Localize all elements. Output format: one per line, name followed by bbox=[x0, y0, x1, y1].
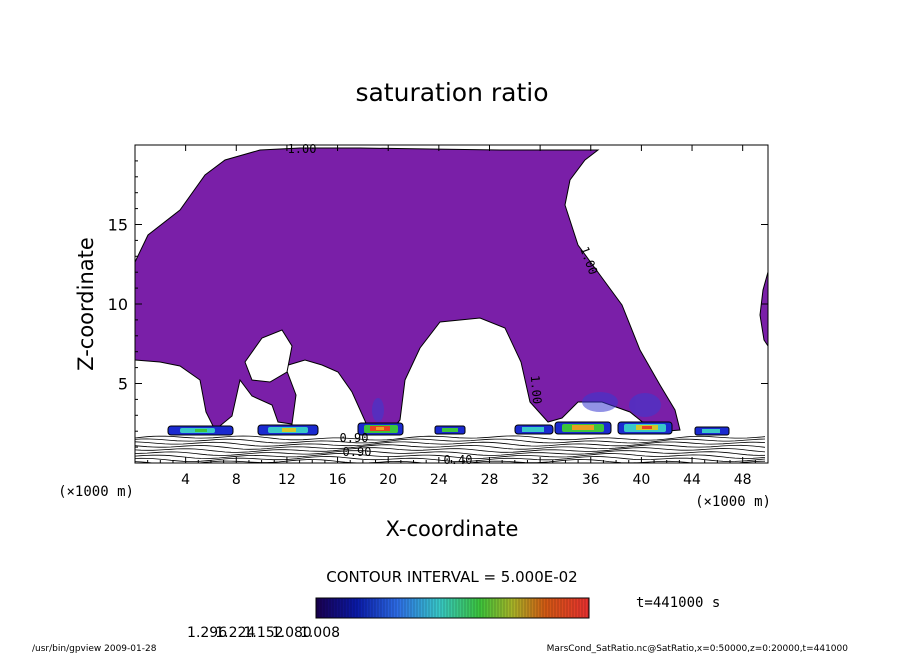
x-tick-label: 12 bbox=[278, 472, 296, 488]
x-axis-title: X-coordinate bbox=[386, 517, 519, 541]
chart-title: saturation ratio bbox=[355, 78, 548, 107]
y-axis-title: Z-coordinate bbox=[74, 237, 98, 371]
contour-line bbox=[135, 447, 766, 453]
contour-label-mid: 1.00 bbox=[528, 375, 544, 405]
x-tick-label: 48 bbox=[734, 472, 752, 488]
colorbar bbox=[315, 597, 590, 619]
contour-line bbox=[135, 450, 766, 456]
x-tick-label: 24 bbox=[430, 472, 448, 488]
contour-interval-label: CONTOUR INTERVAL = 5.000E-02 bbox=[326, 568, 577, 586]
colorbar-stripes bbox=[317, 599, 589, 617]
contour-line bbox=[135, 459, 766, 463]
contour-line bbox=[135, 453, 766, 459]
contour-label-low-2: 0.90 bbox=[343, 445, 372, 459]
x-unit-label: (×1000 m) bbox=[695, 494, 771, 510]
subsaturated-hole bbox=[244, 329, 293, 383]
x-tick-label: 28 bbox=[481, 472, 499, 488]
colorbar-tick-label: 1.152 bbox=[243, 625, 283, 641]
time-label: t=441000 s bbox=[636, 595, 720, 611]
x-tick-label: 40 bbox=[632, 472, 650, 488]
contour-label-top: 1.00 bbox=[288, 142, 317, 156]
contour-line bbox=[135, 441, 766, 447]
contour-line bbox=[135, 435, 766, 441]
x-tick-label: 8 bbox=[232, 472, 241, 488]
blue-shading bbox=[372, 392, 661, 422]
contour-label-low-3: 0.40 bbox=[444, 453, 473, 467]
ground-contours bbox=[135, 435, 766, 463]
y-tick-label: 15 bbox=[108, 216, 128, 235]
contour-line bbox=[135, 438, 766, 444]
plot-area bbox=[135, 145, 768, 463]
contour-line bbox=[135, 456, 766, 462]
colorbar-tick-label: 1.080 bbox=[272, 625, 312, 641]
y-tick-label: 10 bbox=[108, 295, 128, 314]
footer-left: /usr/bin/gpview 2009-01-28 bbox=[32, 644, 157, 654]
colorbar-tick-label: 1.296 bbox=[187, 625, 227, 641]
x-tick-label: 16 bbox=[329, 472, 347, 488]
y-axis: 5 10 15 bbox=[108, 160, 768, 448]
x-tick-label: 4 bbox=[181, 472, 190, 488]
right-edge-blob bbox=[759, 271, 768, 347]
footer-right: MarsCond_SatRatio.nc@SatRatio,x=0:50000,… bbox=[547, 644, 849, 654]
x-tick-label: 44 bbox=[683, 472, 701, 488]
cloud-cells bbox=[167, 421, 730, 436]
y-unit-label: (×1000 m) bbox=[58, 484, 134, 500]
x-axis: 4 8 12 16 20 24 28 32 36 40 44 48 bbox=[147, 145, 756, 488]
contour-label-low-1: 0.90 bbox=[340, 431, 369, 445]
x-tick-label: 36 bbox=[582, 472, 600, 488]
x-tick-label: 32 bbox=[531, 472, 549, 488]
contour-line bbox=[135, 444, 766, 450]
colorbar-tick-label: 1.008 bbox=[300, 625, 340, 641]
y-tick-label: 5 bbox=[118, 375, 128, 394]
colorbar-tick-label: 1.224 bbox=[215, 625, 255, 641]
x-tick-label: 20 bbox=[379, 472, 397, 488]
